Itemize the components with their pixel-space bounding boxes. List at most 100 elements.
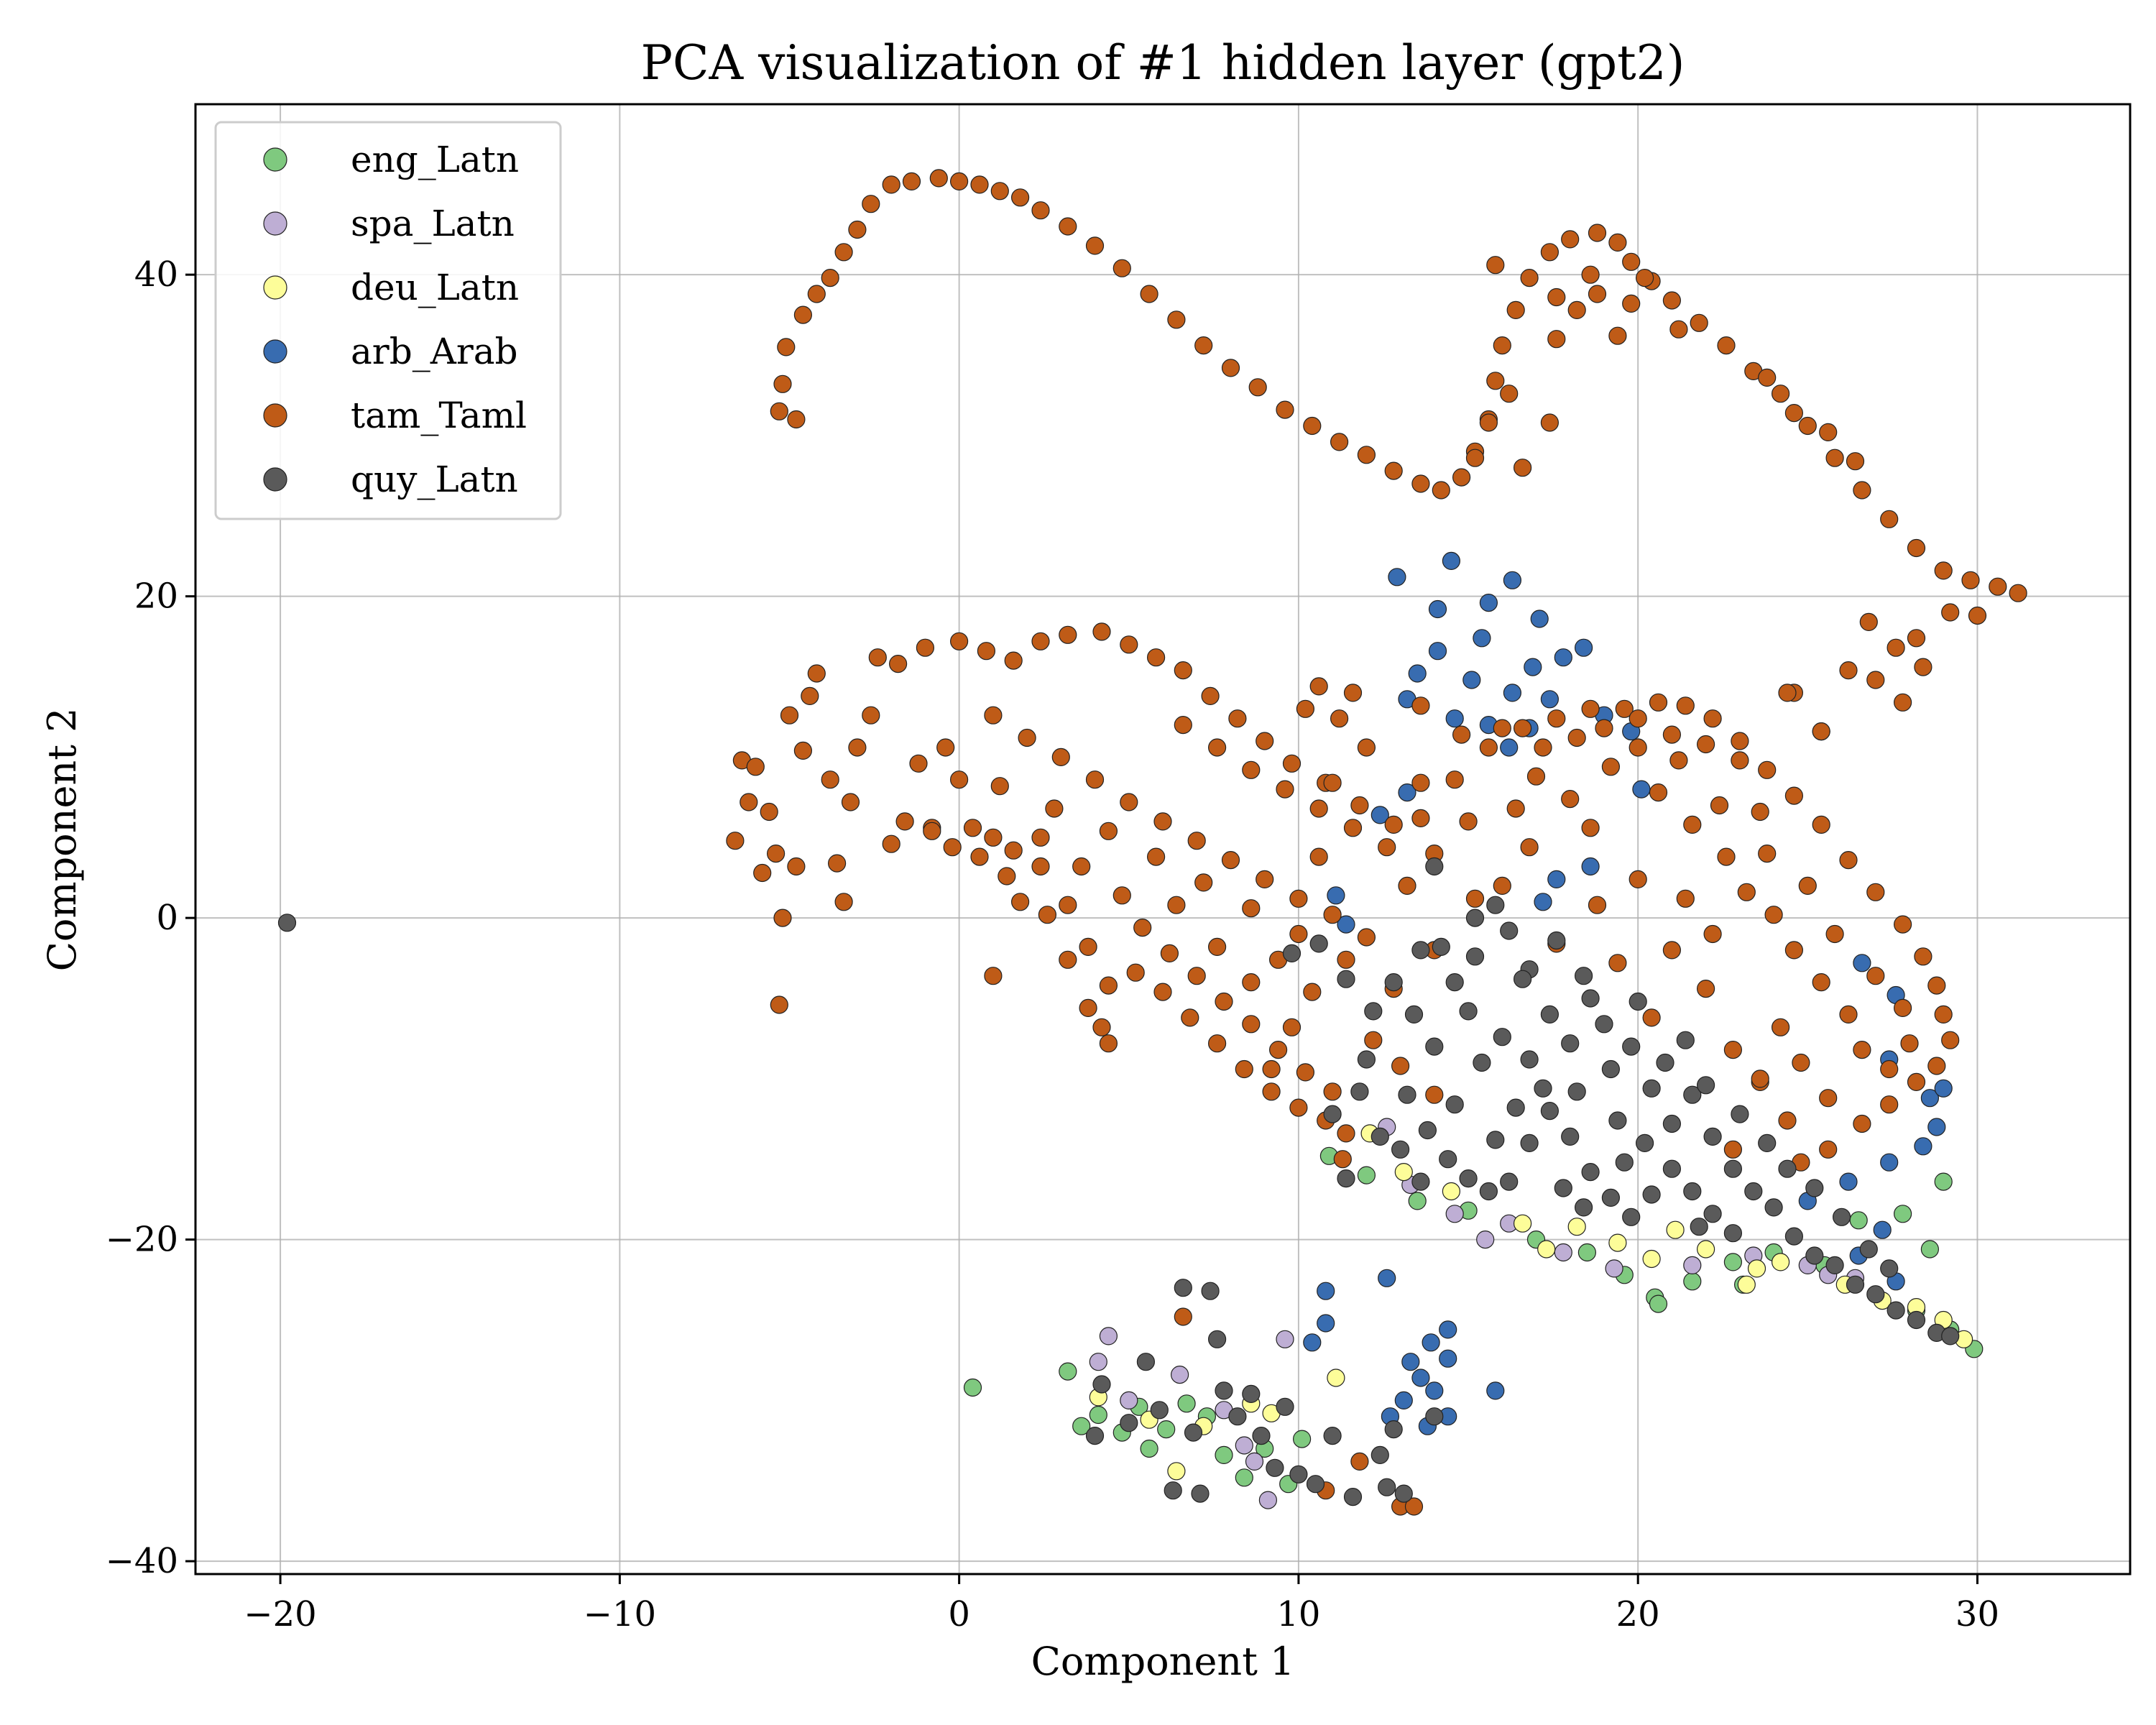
data-point (1784, 786, 1803, 805)
data-point (1683, 1182, 1702, 1201)
data-point (1276, 400, 1294, 419)
data-point (1581, 1162, 1600, 1182)
data-point (1798, 876, 1817, 896)
data-point (1683, 1272, 1702, 1291)
data-point (787, 410, 806, 429)
data-point (1428, 642, 1447, 661)
data-point (1187, 967, 1206, 985)
data-point (766, 844, 786, 863)
data-point (1174, 1279, 1192, 1297)
data-point (1394, 1162, 1413, 1182)
data-point (1520, 838, 1539, 857)
data-point (1357, 1050, 1376, 1069)
data-point (1150, 1401, 1169, 1420)
data-point (1506, 300, 1525, 319)
data-point (1636, 1133, 1654, 1153)
data-point (1174, 661, 1192, 680)
data-point (1465, 889, 1485, 908)
data-point (1717, 847, 1736, 866)
data-point (1859, 612, 1878, 632)
data-point (1547, 288, 1566, 307)
data-point (1388, 568, 1406, 586)
data-point (1445, 770, 1464, 789)
data-point (1242, 972, 1261, 992)
data-point (1628, 870, 1647, 889)
data-point (1445, 709, 1464, 728)
data-point (1059, 1362, 1077, 1381)
data-point (1479, 1182, 1498, 1201)
data-point (970, 175, 989, 194)
data-point (1289, 889, 1308, 908)
series-spa_Latn (1089, 1118, 1865, 1509)
data-point (1628, 992, 1647, 1011)
data-point (1059, 896, 1077, 914)
data-point (1567, 1082, 1586, 1101)
data-point (1120, 635, 1138, 654)
data-point (1357, 446, 1376, 464)
data-point (1309, 677, 1328, 696)
data-point (1894, 998, 1912, 1018)
data-point (1723, 1140, 1742, 1159)
data-point (793, 741, 813, 760)
data-point (1059, 625, 1077, 644)
data-point (1357, 738, 1376, 757)
data-point (807, 285, 826, 303)
data-point (977, 642, 996, 661)
data-point (1266, 1458, 1284, 1477)
data-point (1737, 883, 1756, 901)
data-point (1676, 696, 1695, 715)
data-point (1927, 1057, 1946, 1075)
data-point (1723, 1224, 1742, 1243)
data-point (1422, 1333, 1440, 1352)
legend-label: eng_Latn (351, 139, 519, 180)
data-point (1934, 1005, 1953, 1024)
data-point (1534, 738, 1552, 757)
data-point (1252, 1426, 1271, 1445)
data-point (1792, 1053, 1810, 1072)
data-point (1642, 1008, 1661, 1027)
data-point (1537, 1240, 1556, 1259)
legend-label: spa_Latn (351, 203, 515, 244)
data-point (277, 914, 297, 932)
legend-box (214, 121, 562, 520)
data-point (1486, 1131, 1505, 1149)
data-point (1357, 928, 1376, 947)
data-point (1089, 1405, 1107, 1425)
data-point (1649, 1294, 1668, 1313)
data-point (1703, 924, 1722, 944)
data-point (1411, 696, 1430, 715)
data-point (1112, 886, 1131, 905)
data-point (1256, 870, 1274, 889)
data-point (1662, 291, 1681, 310)
data-point (1262, 1059, 1281, 1079)
data-point (949, 172, 969, 190)
data-point (1486, 1381, 1505, 1400)
data-point (1309, 847, 1328, 866)
data-point (1662, 1114, 1681, 1133)
series-quy_Latn (277, 857, 1960, 1506)
data-point (1703, 1127, 1722, 1146)
data-point (1833, 1208, 1851, 1226)
data-point (1561, 789, 1580, 809)
data-point (1588, 224, 1607, 242)
data-point (1628, 738, 1647, 757)
data-point (1126, 963, 1145, 982)
data-point (1303, 1333, 1322, 1352)
data-point (1428, 599, 1447, 619)
data-point (770, 402, 788, 420)
data-point (909, 754, 928, 773)
data-point (1615, 1153, 1634, 1172)
data-point (888, 654, 908, 673)
legend-marker (263, 467, 287, 492)
data-point (770, 995, 788, 1014)
data-point (1439, 1150, 1457, 1169)
data-point (1337, 970, 1355, 988)
data-point (1465, 448, 1485, 467)
data-point (1540, 413, 1559, 432)
data-point (990, 182, 1009, 201)
data-point (1309, 934, 1328, 953)
data-point (1425, 857, 1444, 876)
data-point (1370, 1445, 1389, 1465)
data-point (1683, 815, 1702, 834)
